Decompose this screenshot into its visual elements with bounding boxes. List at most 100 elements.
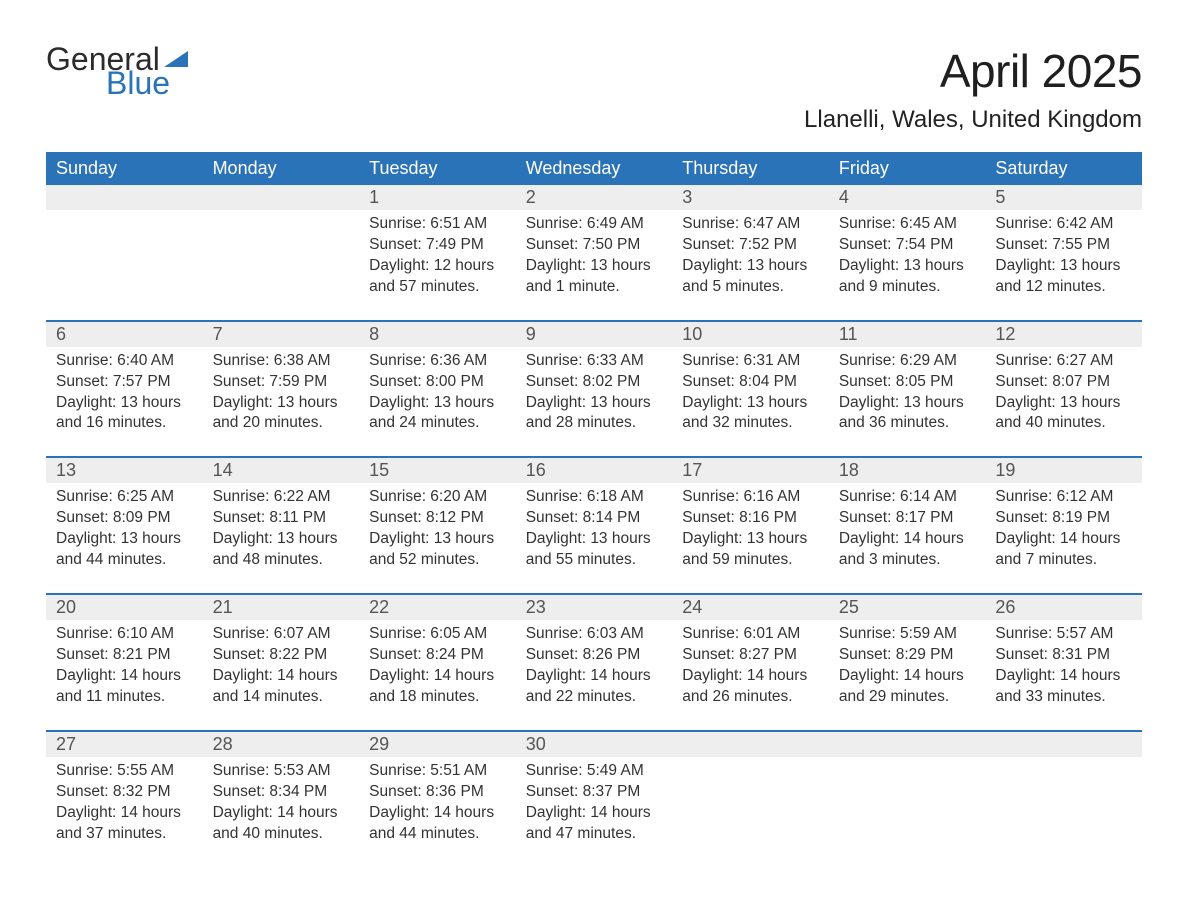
sunrise-text: Sunrise: 6:20 AM — [369, 487, 506, 508]
sunset-text: Sunset: 8:09 PM — [56, 508, 193, 529]
sunset-text: Sunset: 8:12 PM — [369, 508, 506, 529]
calendar-day — [203, 185, 360, 306]
sunrise-text: Sunrise: 6:40 AM — [56, 351, 193, 372]
sunrise-text: Sunrise: 6:14 AM — [839, 487, 976, 508]
sunrise-text: Sunrise: 6:29 AM — [839, 351, 976, 372]
day-details: Sunrise: 6:33 AMSunset: 8:02 PMDaylight:… — [526, 351, 663, 435]
day-number-row: 27 — [46, 732, 203, 757]
sunset-text: Sunset: 7:57 PM — [56, 372, 193, 393]
sunset-text: Sunset: 8:16 PM — [682, 508, 819, 529]
day-number-row: 13 — [46, 458, 203, 483]
daylight-text: Daylight: 14 hours and 44 minutes. — [369, 803, 506, 845]
day-number: 28 — [213, 734, 233, 754]
sunset-text: Sunset: 8:34 PM — [213, 782, 350, 803]
daylight-text: Daylight: 14 hours and 7 minutes. — [995, 529, 1132, 571]
sunrise-text: Sunrise: 6:31 AM — [682, 351, 819, 372]
day-details: Sunrise: 6:31 AMSunset: 8:04 PMDaylight:… — [682, 351, 819, 435]
calendar-day — [672, 732, 829, 853]
sunrise-text: Sunrise: 6:01 AM — [682, 624, 819, 645]
day-details: Sunrise: 6:42 AMSunset: 7:55 PMDaylight:… — [995, 214, 1132, 298]
sunset-text: Sunset: 8:11 PM — [213, 508, 350, 529]
day-number-row: 6 — [46, 322, 203, 347]
day-details: Sunrise: 6:10 AMSunset: 8:21 PMDaylight:… — [56, 624, 193, 708]
daylight-text: Daylight: 13 hours and 24 minutes. — [369, 393, 506, 435]
day-number-row: 25 — [829, 595, 986, 620]
dow-thursday: Thursday — [672, 152, 829, 185]
daylight-text: Daylight: 14 hours and 18 minutes. — [369, 666, 506, 708]
day-number-row: 12 — [985, 322, 1142, 347]
day-details: Sunrise: 6:18 AMSunset: 8:14 PMDaylight:… — [526, 487, 663, 571]
daylight-text: Daylight: 13 hours and 52 minutes. — [369, 529, 506, 571]
calendar-day: 1Sunrise: 6:51 AMSunset: 7:49 PMDaylight… — [359, 185, 516, 306]
calendar-day: 10 Sunrise: 6:31 AMSunset: 8:04 PMDayligh… — [672, 322, 829, 443]
calendar-week: 13Sunrise: 6:25 AMSunset: 8:09 PMDayligh… — [46, 456, 1142, 579]
day-number-row: 20 — [46, 595, 203, 620]
day-details: Sunrise: 6:03 AMSunset: 8:26 PMDaylight:… — [526, 624, 663, 708]
day-number-row: 24 — [672, 595, 829, 620]
day-details: Sunrise: 5:55 AMSunset: 8:32 PMDaylight:… — [56, 761, 193, 845]
calendar-day: 9Sunrise: 6:33 AMSunset: 8:02 PMDaylight… — [516, 322, 673, 443]
day-details: Sunrise: 6:12 AMSunset: 8:19 PMDaylight:… — [995, 487, 1132, 571]
daylight-text: Daylight: 13 hours and 9 minutes. — [839, 256, 976, 298]
day-number: 24 — [682, 597, 702, 617]
day-number-row — [985, 732, 1142, 757]
header: General Blue April 2025 Llanelli, Wales,… — [46, 44, 1142, 146]
sunrise-text: Sunrise: 6:12 AM — [995, 487, 1132, 508]
day-number: 20 — [56, 597, 76, 617]
calendar-day: 11Sunrise: 6:29 AMSunset: 8:05 PMDayligh… — [829, 322, 986, 443]
day-number-row: 28 — [203, 732, 360, 757]
calendar-day: 4Sunrise: 6:45 AMSunset: 7:54 PMDaylight… — [829, 185, 986, 306]
day-number: 26 — [995, 597, 1015, 617]
day-number: 15 — [369, 460, 389, 480]
sunrise-text: Sunrise: 6:38 AM — [213, 351, 350, 372]
day-number: 22 — [369, 597, 389, 617]
sunset-text: Sunset: 8:22 PM — [213, 645, 350, 666]
sunset-text: Sunset: 7:49 PM — [369, 235, 506, 256]
day-details: Sunrise: 6:47 AMSunset: 7:52 PMDaylight:… — [682, 214, 819, 298]
calendar-day: 2Sunrise: 6:49 AMSunset: 7:50 PMDaylight… — [516, 185, 673, 306]
calendar-week: 1Sunrise: 6:51 AMSunset: 7:49 PMDaylight… — [46, 185, 1142, 306]
calendar-day: 8Sunrise: 6:36 AMSunset: 8:00 PMDaylight… — [359, 322, 516, 443]
calendar-week: 6Sunrise: 6:40 AMSunset: 7:57 PMDaylight… — [46, 320, 1142, 443]
daylight-text: Daylight: 13 hours and 32 minutes. — [682, 393, 819, 435]
daylight-text: Daylight: 13 hours and 28 minutes. — [526, 393, 663, 435]
day-details: Sunrise: 5:57 AMSunset: 8:31 PMDaylight:… — [995, 624, 1132, 708]
daylight-text: Daylight: 14 hours and 14 minutes. — [213, 666, 350, 708]
daylight-text: Daylight: 13 hours and 59 minutes. — [682, 529, 819, 571]
calendar-week: 20Sunrise: 6:10 AMSunset: 8:21 PMDayligh… — [46, 593, 1142, 716]
day-number-row: 10 — [672, 322, 829, 347]
day-number-row: 11 — [829, 322, 986, 347]
sunset-text: Sunset: 8:19 PM — [995, 508, 1132, 529]
day-number-row: 30 — [516, 732, 673, 757]
sunrise-text: Sunrise: 6:05 AM — [369, 624, 506, 645]
sunrise-text: Sunrise: 6:16 AM — [682, 487, 819, 508]
calendar-day: 15 Sunrise: 6:20 AMSunset: 8:12 PMDayligh… — [359, 458, 516, 579]
day-number-row: 15 — [359, 458, 516, 483]
day-details: Sunrise: 6:40 AMSunset: 7:57 PMDaylight:… — [56, 351, 193, 435]
sunset-text: Sunset: 8:37 PM — [526, 782, 663, 803]
sunset-text: Sunset: 8:02 PM — [526, 372, 663, 393]
calendar-day: 5Sunrise: 6:42 AMSunset: 7:55 PMDaylight… — [985, 185, 1142, 306]
dow-monday: Monday — [203, 152, 360, 185]
day-number-row: 21 — [203, 595, 360, 620]
day-number-row: 2 — [516, 185, 673, 210]
day-number-row: 8 — [359, 322, 516, 347]
sunrise-text: Sunrise: 5:51 AM — [369, 761, 506, 782]
daylight-text: Daylight: 13 hours and 16 minutes. — [56, 393, 193, 435]
sunrise-text: Sunrise: 6:10 AM — [56, 624, 193, 645]
daylight-text: Daylight: 13 hours and 36 minutes. — [839, 393, 976, 435]
calendar-day — [829, 732, 986, 853]
day-details: Sunrise: 6:20 AMSunset: 8:12 PMDaylight:… — [369, 487, 506, 571]
sunset-text: Sunset: 8:21 PM — [56, 645, 193, 666]
day-details: Sunrise: 5:59 AMSunset: 8:29 PMDaylight:… — [839, 624, 976, 708]
dow-wednesday: Wednesday — [516, 152, 673, 185]
calendar-day: 26 Sunrise: 5:57 AMSunset: 8:31 PMDayligh… — [985, 595, 1142, 716]
sunrise-text: Sunrise: 6:03 AM — [526, 624, 663, 645]
sunset-text: Sunset: 8:36 PM — [369, 782, 506, 803]
sunrise-text: Sunrise: 6:49 AM — [526, 214, 663, 235]
calendar-day: 27 Sunrise: 5:55 AMSunset: 8:32 PMDayligh… — [46, 732, 203, 853]
sunrise-text: Sunrise: 6:42 AM — [995, 214, 1132, 235]
day-number: 13 — [56, 460, 76, 480]
calendar-day — [46, 185, 203, 306]
day-number: 18 — [839, 460, 859, 480]
